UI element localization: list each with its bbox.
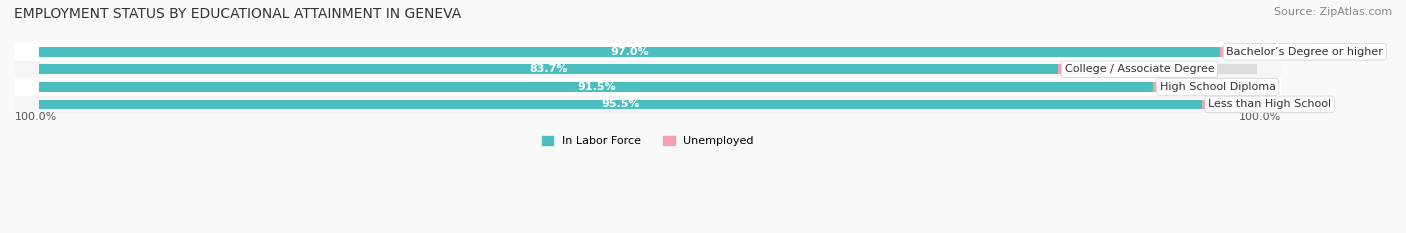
Text: 0.0%: 0.0% xyxy=(1288,47,1316,57)
Bar xyxy=(15,61,1281,78)
Text: 100.0%: 100.0% xyxy=(1239,112,1281,122)
Text: Source: ZipAtlas.com: Source: ZipAtlas.com xyxy=(1274,7,1392,17)
Text: 83.7%: 83.7% xyxy=(530,64,568,74)
Text: 100.0%: 100.0% xyxy=(15,112,58,122)
Text: EMPLOYMENT STATUS BY EDUCATIONAL ATTAINMENT IN GENEVA: EMPLOYMENT STATUS BY EDUCATIONAL ATTAINM… xyxy=(14,7,461,21)
Bar xyxy=(15,43,1281,61)
Text: 95.5%: 95.5% xyxy=(602,99,640,110)
Bar xyxy=(39,82,1257,92)
Text: 97.0%: 97.0% xyxy=(610,47,650,57)
Bar xyxy=(39,100,1257,109)
Text: 91.5%: 91.5% xyxy=(576,82,616,92)
Text: High School Diploma: High School Diploma xyxy=(1160,82,1275,92)
Text: 0.0%: 0.0% xyxy=(1125,64,1154,74)
Bar xyxy=(15,96,1281,113)
Bar xyxy=(15,78,1281,96)
Bar xyxy=(39,82,1153,92)
Bar xyxy=(39,100,1202,109)
Text: 0.0%: 0.0% xyxy=(1270,99,1298,110)
Bar xyxy=(1059,65,1119,74)
Text: Less than High School: Less than High School xyxy=(1208,99,1331,110)
Bar xyxy=(39,65,1257,74)
Bar xyxy=(1153,82,1215,92)
Bar xyxy=(39,47,1257,57)
Text: Bachelor’s Degree or higher: Bachelor’s Degree or higher xyxy=(1226,47,1384,57)
Bar xyxy=(1220,47,1281,57)
Bar xyxy=(39,65,1059,74)
Text: 0.0%: 0.0% xyxy=(1220,82,1249,92)
Bar xyxy=(1202,100,1263,109)
Text: College / Associate Degree: College / Associate Degree xyxy=(1064,64,1215,74)
Bar xyxy=(39,47,1220,57)
Legend: In Labor Force, Unemployed: In Labor Force, Unemployed xyxy=(543,136,754,146)
